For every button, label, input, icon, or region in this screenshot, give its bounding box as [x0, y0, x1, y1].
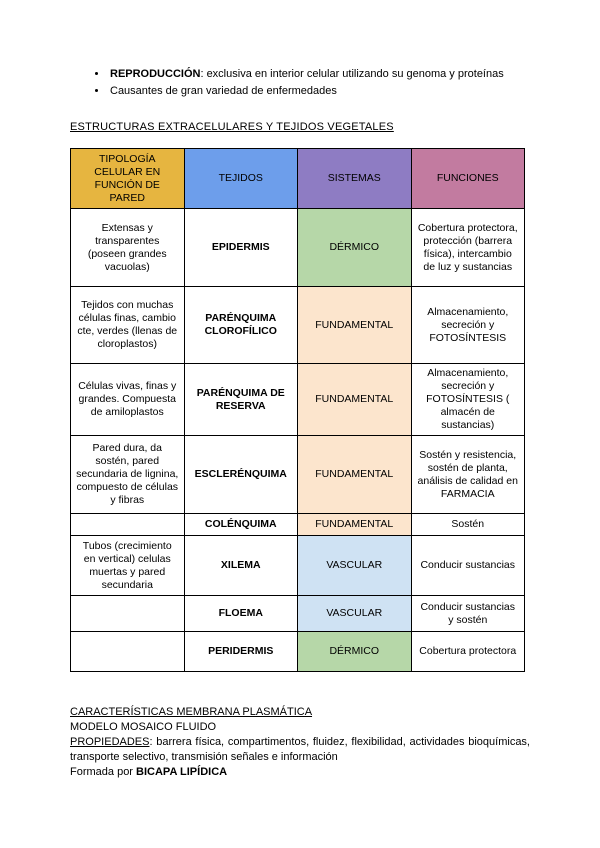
bullet-text: Causantes de gran variedad de enfermedad…: [110, 85, 337, 97]
table-row-parenquima-clorofilico: Tejidos con muchas células finas, cambio…: [70, 286, 525, 364]
propiedades-line: PROPIEDADES: barrera física, compartimen…: [70, 735, 530, 765]
modelo-mosaico-line: MODELO MOSAICO FLUIDO: [70, 721, 217, 733]
table-header-row: TIPOLOGÍA CELULAR EN FUNCIÓN DE PARED TE…: [70, 148, 525, 209]
cell-tejido: XILEMA: [183, 535, 298, 596]
header-tipologia: TIPOLOGÍA CELULAR EN FUNCIÓN DE PARED: [70, 148, 185, 209]
cell-tipologia: Tubos (crecimiento en vertical) celulas …: [70, 535, 185, 596]
cell-tejido: ESCLERÉNQUIMA: [183, 435, 298, 514]
cell-tejido: EPIDERMIS: [183, 208, 298, 287]
cell-tipologia: [70, 595, 185, 632]
bullet-text: : exclusiva en interior celular utilizan…: [200, 68, 504, 80]
cell-tipologia: Células vivas, finas y grandes. Compuest…: [70, 363, 185, 436]
document-page: REPRODUCCIÓN: exclusiva en interior celu…: [70, 66, 530, 780]
cell-tipologia: [70, 513, 185, 536]
cell-tipologia: Extensas y transparentes (poseen grandes…: [70, 208, 185, 287]
cell-funciones: Cobertura protectora: [410, 631, 525, 672]
cell-tejido: PERIDERMIS: [183, 631, 298, 672]
cell-sistema: FUNDAMENTAL: [297, 513, 412, 536]
membrane-section: CARACTERÍSTICAS MEMBRANA PLASMÁTICA MODE…: [70, 705, 530, 780]
cell-tipologia: Tejidos con muchas células finas, cambio…: [70, 286, 185, 364]
cell-funciones: Almacenamiento, secreción y FOTOSÍNTESIS…: [410, 363, 525, 436]
cell-tejido: FLOEMA: [183, 595, 298, 632]
formada-text: Formada por: [70, 766, 137, 778]
header-sistemas: SISTEMAS: [297, 148, 412, 209]
cell-tejido: PARÉNQUIMA DE RESERVA: [183, 363, 298, 436]
cell-funciones: Conducir sustancias y sostén: [410, 595, 525, 632]
cell-sistema: FUNDAMENTAL: [297, 435, 412, 514]
cell-tejido: PARÉNQUIMA CLOROFÍLICO: [183, 286, 298, 364]
cell-funciones: Conducir sustancias: [410, 535, 525, 596]
cell-sistema: VASCULAR: [297, 535, 412, 596]
cell-sistema: DÉRMICO: [297, 208, 412, 287]
cell-funciones: Sostén: [410, 513, 525, 536]
propiedades-text: : barrera física, compartimentos, fluide…: [70, 736, 530, 763]
propiedades-label: PROPIEDADES: [70, 736, 150, 748]
cell-sistema: FUNDAMENTAL: [297, 286, 412, 364]
formada-line: Formada por BICAPA LIPÍDICA: [70, 765, 530, 780]
cell-funciones: Almacenamiento, secreción y FOTOSÍNTESIS: [410, 286, 525, 364]
table-row-esclerenquima: Pared dura, da sostén, pared secundaria …: [70, 435, 525, 514]
cell-funciones: Sostén y resistencia, sostén de planta, …: [410, 435, 525, 514]
table-row-xilema: Tubos (crecimiento en vertical) celulas …: [70, 535, 525, 596]
section-title-estructuras: ESTRUCTURAS EXTRACELULARES Y TEJIDOS VEG…: [70, 121, 394, 133]
table-row-floema: FLOEMA VASCULAR Conducir sustancias y so…: [70, 595, 525, 632]
cell-funciones: Cobertura protectora, protección (barrer…: [410, 208, 525, 287]
table-row-colenquima: COLÉNQUIMA FUNDAMENTAL Sostén: [70, 513, 525, 536]
bicapa-lipidica-label: BICAPA LIPÍDICA: [136, 766, 228, 778]
cell-sistema: DÉRMICO: [297, 631, 412, 672]
intro-bullet-list: REPRODUCCIÓN: exclusiva en interior celu…: [70, 66, 530, 100]
table-row-parenquima-reserva: Células vivas, finas y grandes. Compuest…: [70, 363, 525, 436]
cell-tejido: COLÉNQUIMA: [183, 513, 298, 536]
bullet-item-causantes: Causantes de gran variedad de enfermedad…: [108, 83, 530, 100]
cell-tipologia: Pared dura, da sostén, pared secundaria …: [70, 435, 185, 514]
cell-sistema: FUNDAMENTAL: [297, 363, 412, 436]
bullet-lead-bold: REPRODUCCIÓN: [110, 68, 201, 80]
cell-sistema: VASCULAR: [297, 595, 412, 632]
header-tejidos: TEJIDOS: [183, 148, 298, 209]
table-row-epidermis: Extensas y transparentes (poseen grandes…: [70, 208, 525, 287]
cell-tipologia: [70, 631, 185, 672]
tissue-table: TIPOLOGÍA CELULAR EN FUNCIÓN DE PARED TE…: [70, 148, 525, 672]
table-row-peridermis: PERIDERMIS DÉRMICO Cobertura protectora: [70, 631, 525, 672]
section-title-membrana: CARACTERÍSTICAS MEMBRANA PLASMÁTICA: [70, 706, 313, 718]
header-funciones: FUNCIONES: [410, 148, 525, 209]
bullet-item-reproduccion: REPRODUCCIÓN: exclusiva en interior celu…: [108, 66, 530, 83]
